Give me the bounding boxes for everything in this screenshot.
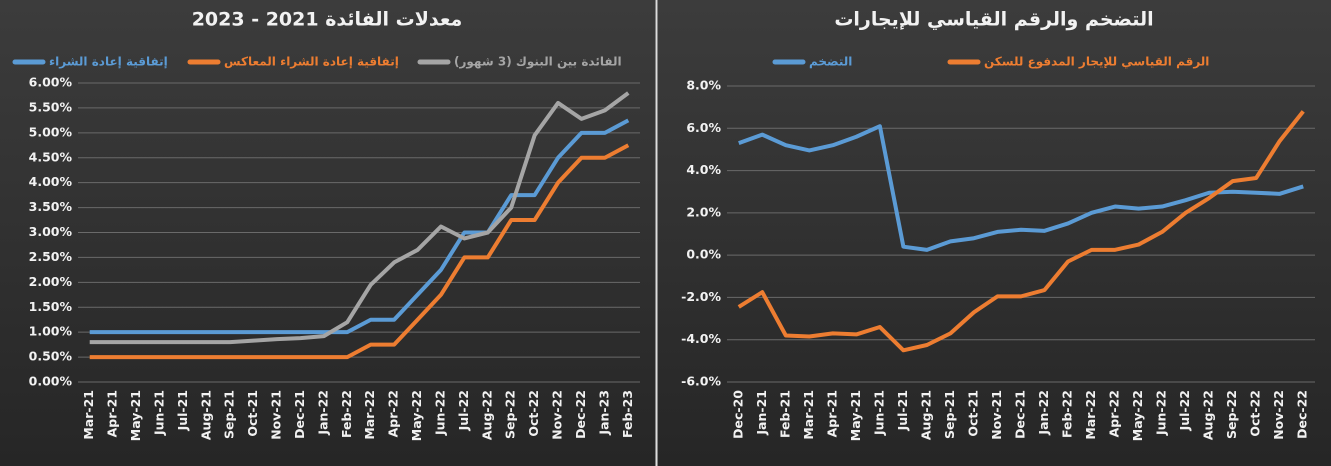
y-tick-label: 6.00% [29, 75, 73, 90]
x-tick-label: Jun-21 [871, 390, 886, 436]
x-tick-label: Dec-22 [573, 390, 588, 439]
series-line [89, 91, 630, 345]
x-tick-label: Dec-21 [1013, 390, 1028, 439]
x-tick-label: Mar-21 [81, 390, 96, 440]
x-tick-label: Jan-22 [1036, 390, 1051, 436]
x-tick-label: Oct-22 [526, 390, 541, 437]
legend-label: إتفاقية إعادة الشراء المعاكس [224, 55, 399, 69]
y-tick-label: -2.0% [681, 289, 721, 304]
y-tick-label: 0.00% [29, 374, 73, 389]
y-tick-label: 1.50% [29, 299, 73, 314]
x-tick-label: Nov-21 [269, 390, 284, 440]
x-tick-label: Oct-21 [965, 390, 980, 437]
x-tick-label: Mar-22 [362, 390, 377, 440]
y-tick-label: 3.00% [29, 224, 73, 239]
series-line [89, 118, 630, 335]
x-tick-label: Aug-21 [918, 390, 933, 440]
x-tick-label: May-21 [128, 390, 143, 441]
x-tick-label: Jan-23 [596, 390, 611, 436]
x-tick-label: Jan-21 [754, 390, 769, 436]
y-tick-label: 5.50% [29, 99, 73, 114]
y-tick-label: 3.50% [29, 199, 73, 214]
series-line [738, 124, 1304, 252]
x-tick-label: Jul-22 [1177, 390, 1192, 431]
x-tick-label: Jul-21 [895, 390, 910, 431]
x-tick-label: Aug-22 [1201, 390, 1216, 440]
x-tick-label: Jun-21 [151, 390, 166, 436]
y-tick-label: 2.0% [686, 204, 721, 219]
x-tick-label: Sep-22 [503, 390, 518, 439]
x-tick-label: Feb-21 [777, 390, 792, 438]
y-tick-label: 6.0% [686, 120, 721, 135]
y-tick-label: 4.00% [29, 174, 73, 189]
x-tick-label: Nov-22 [550, 390, 565, 440]
x-tick-label: Oct-22 [1248, 390, 1263, 437]
y-tick-label: 4.50% [29, 149, 73, 164]
x-tick-label: Dec-22 [1295, 390, 1310, 439]
y-tick-label: 8.0% [686, 78, 721, 93]
y-tick-label: 2.50% [29, 249, 73, 264]
x-tick-label: Dec-21 [292, 390, 307, 439]
x-tick-label: Sep-21 [222, 390, 237, 439]
y-tick-label: 4.0% [686, 162, 721, 177]
chart-title: معدلات الفائدة 2021 - 2023 [192, 9, 463, 31]
y-tick-label: 0.50% [29, 349, 73, 364]
x-tick-label: May-22 [1130, 390, 1145, 441]
y-tick-label: 5.00% [29, 124, 73, 139]
y-tick-label: 0.0% [686, 247, 721, 262]
series-line [89, 143, 630, 360]
x-tick-label: Jul-21 [175, 390, 190, 431]
series-line [737, 110, 1305, 353]
x-tick-label: Apr-22 [1107, 390, 1122, 437]
legend-label: إتفاقية إعادة الشراء [49, 55, 168, 69]
legend-label: الرقم القياسي للإيجار المدفوع للسكن [984, 55, 1209, 70]
x-tick-label: Jun-22 [432, 390, 447, 436]
chart-title: التضخم والرقم القياسي للإيجارات [834, 9, 1153, 31]
x-tick-label: Jan-22 [315, 390, 330, 436]
x-tick-label: Aug-22 [479, 390, 494, 440]
x-tick-label: Aug-21 [198, 390, 213, 440]
legend-label: التضخم [809, 55, 852, 69]
y-tick-label: 2.00% [29, 274, 73, 289]
x-tick-label: Feb-23 [620, 390, 635, 438]
x-tick-label: Sep-21 [942, 390, 957, 439]
x-tick-label: Nov-21 [989, 390, 1004, 440]
x-tick-label: May-22 [409, 390, 424, 441]
x-tick-label: Feb-22 [339, 390, 354, 438]
x-tick-label: Jun-22 [1154, 390, 1169, 436]
x-tick-label: Apr-22 [386, 390, 401, 437]
y-tick-label: 1.00% [29, 324, 73, 339]
x-tick-label: Feb-22 [1060, 390, 1075, 438]
x-tick-label: Apr-21 [105, 390, 120, 437]
x-tick-label: Jul-22 [456, 390, 471, 431]
x-tick-label: Mar-22 [1083, 390, 1098, 440]
x-tick-label: Oct-21 [245, 390, 260, 437]
x-tick-label: Sep-22 [1224, 390, 1239, 439]
y-tick-label: -4.0% [681, 331, 721, 346]
x-tick-label: Mar-21 [801, 390, 816, 440]
x-tick-label: Apr-21 [824, 390, 839, 437]
x-tick-label: Nov-22 [1271, 390, 1286, 440]
legend-label: الفائدة بين البنوك (3 شهور) [454, 55, 622, 70]
y-tick-label: -6.0% [681, 374, 721, 389]
x-tick-label: May-21 [848, 390, 863, 441]
x-tick-label: Dec-20 [730, 390, 745, 439]
